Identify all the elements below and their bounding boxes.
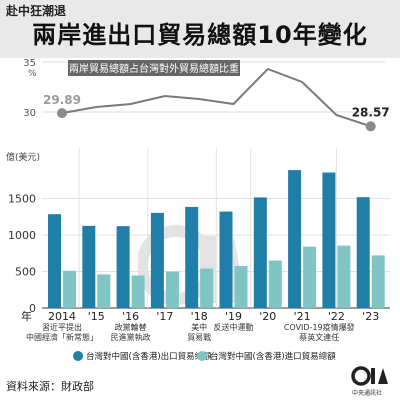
bar-import xyxy=(234,266,248,308)
page-title: 兩岸進出口貿易總額10年變化 xyxy=(32,21,368,49)
bar-event-annotation: 美中 xyxy=(191,322,207,332)
bar-export xyxy=(356,197,370,308)
bar-category-label: '15 xyxy=(88,310,105,323)
bar-event-annotation: 蔡英文連任 xyxy=(299,332,339,342)
bar-tick-label: 1000 xyxy=(8,229,36,242)
bar-event-annotation: 中國經濟「新常態」 xyxy=(26,332,98,342)
bar-export xyxy=(48,214,61,308)
bar-export xyxy=(219,211,233,308)
line-point xyxy=(57,108,67,119)
bar-export xyxy=(150,212,164,308)
bar-x-unit: 年 xyxy=(21,309,32,323)
bar-import xyxy=(97,274,111,308)
bar-export xyxy=(322,172,336,308)
bar-export xyxy=(116,226,130,308)
bar-ylabel: 億(美元) xyxy=(6,151,40,163)
bar-tick-label: 0 xyxy=(29,302,36,315)
bar-event-annotation: 政黨輪替 xyxy=(115,322,147,332)
bar-category-label: '21 xyxy=(294,310,311,323)
bar-event-annotation: COVID-19疫情爆發 xyxy=(284,322,355,332)
bar-import xyxy=(303,246,317,308)
bar-import xyxy=(63,270,76,308)
bar-category-label: '17 xyxy=(156,310,173,323)
line-tick-label: 35 xyxy=(23,58,36,69)
bar-import xyxy=(371,255,385,308)
bar-event-annotation: 反送中運動 xyxy=(214,322,254,332)
bar-import xyxy=(200,268,214,308)
bar-category-label: '19 xyxy=(225,310,242,323)
bar-event-annotation: 民進黨執政 xyxy=(111,332,151,342)
line-annotation: 兩岸貿易總額占台灣對外貿易總額比重 xyxy=(69,62,239,75)
bar-export xyxy=(82,225,96,308)
legend-marker xyxy=(73,351,83,361)
line-annotation-box xyxy=(68,60,240,76)
bar-event-annotation: 貿易戰 xyxy=(187,332,211,342)
line-point-label: 29.89 xyxy=(43,93,81,107)
bar-export xyxy=(253,197,267,308)
bar-import xyxy=(268,260,282,308)
bar-category-label: '18 xyxy=(191,310,208,323)
bar-tick-label: 500 xyxy=(15,266,36,279)
legend-marker xyxy=(197,351,207,361)
line-chart: 35 30% 兩岸貿易總額占台灣對外貿易總額比重 29.89 28.57 xyxy=(23,58,390,132)
line-tick-label: 30 xyxy=(23,108,36,119)
bar-category-label: '22 xyxy=(328,310,345,323)
legend-label: 台灣對中國(含香港)出口貿易總額 xyxy=(86,351,212,362)
bar-import xyxy=(131,275,145,308)
bar-chart: 億(美元) 0 500 1000 1500 2014 '15 '16 '17 '18 '19 '20 '… xyxy=(6,148,390,362)
bar-import xyxy=(165,271,179,308)
bar-category-label: 2014 xyxy=(48,310,76,323)
line-point-label: 28.57 xyxy=(352,105,390,119)
bar-tick-label: 1500 xyxy=(8,193,36,206)
legend-label: 台灣對中國(含香港)進口貿易總額 xyxy=(210,351,336,362)
source-note: 資料來源：財政部 xyxy=(6,380,94,393)
logo-subtitle: 中央通訊社 xyxy=(352,390,383,397)
bar-event-annotation: 習近平提出 xyxy=(42,322,82,332)
bar-import xyxy=(337,245,351,308)
bar-category-label: '23 xyxy=(362,310,379,323)
line-point xyxy=(365,121,376,132)
header-tag: 赴中狂潮退 xyxy=(6,4,67,18)
header-band xyxy=(0,0,400,58)
line-series xyxy=(61,67,372,128)
bar-category-label: '16 xyxy=(122,310,139,323)
bar-export xyxy=(185,206,199,308)
cna-logo xyxy=(351,366,388,386)
line-unit-label: % xyxy=(28,69,37,79)
bar-export xyxy=(288,170,302,308)
bar-category-label: '20 xyxy=(259,310,276,323)
